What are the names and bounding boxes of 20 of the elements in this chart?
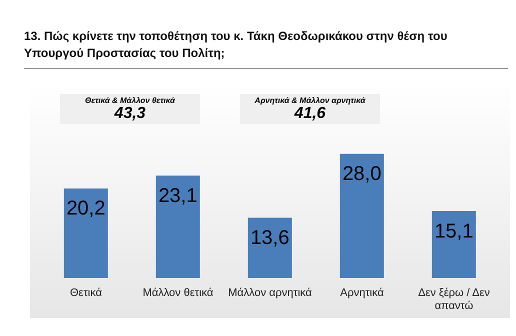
text: 41,6 xyxy=(293,105,327,123)
bar xyxy=(340,154,384,278)
text: Θετικά & Μάλλον θετικά xyxy=(84,96,176,105)
bar xyxy=(248,218,292,278)
bar xyxy=(64,188,108,278)
bar xyxy=(432,211,476,278)
chart-title: 13. Πώς κρίνετε την τοποθέτηση του κ. Τάκη Θεοδωρικάκου στην θέση του Υπουργού Προστασίας του Πολίτη; xyxy=(24,28,448,62)
data-label: 20,2 xyxy=(66,198,106,220)
data-label: 15,1 xyxy=(434,220,474,242)
bar xyxy=(156,176,200,278)
text: 43,3 xyxy=(113,105,147,123)
x-tick-label: Θετικά xyxy=(70,287,103,299)
data-label: 28,0 xyxy=(342,163,382,186)
data-label: 13,6 xyxy=(250,226,290,249)
x-tick-label: Μάλλον θετικά xyxy=(142,287,214,299)
x-tick-label: Δεν ξέρω / Δεν απαντώ xyxy=(418,287,490,312)
text: Αρνητικά & Μάλλον αρνητικά xyxy=(254,96,366,105)
x-tick-label: Αρνητικά xyxy=(340,287,384,299)
data-label: 23,1 xyxy=(158,184,198,207)
x-tick-label: Μάλλον αρνητικά xyxy=(228,287,313,299)
